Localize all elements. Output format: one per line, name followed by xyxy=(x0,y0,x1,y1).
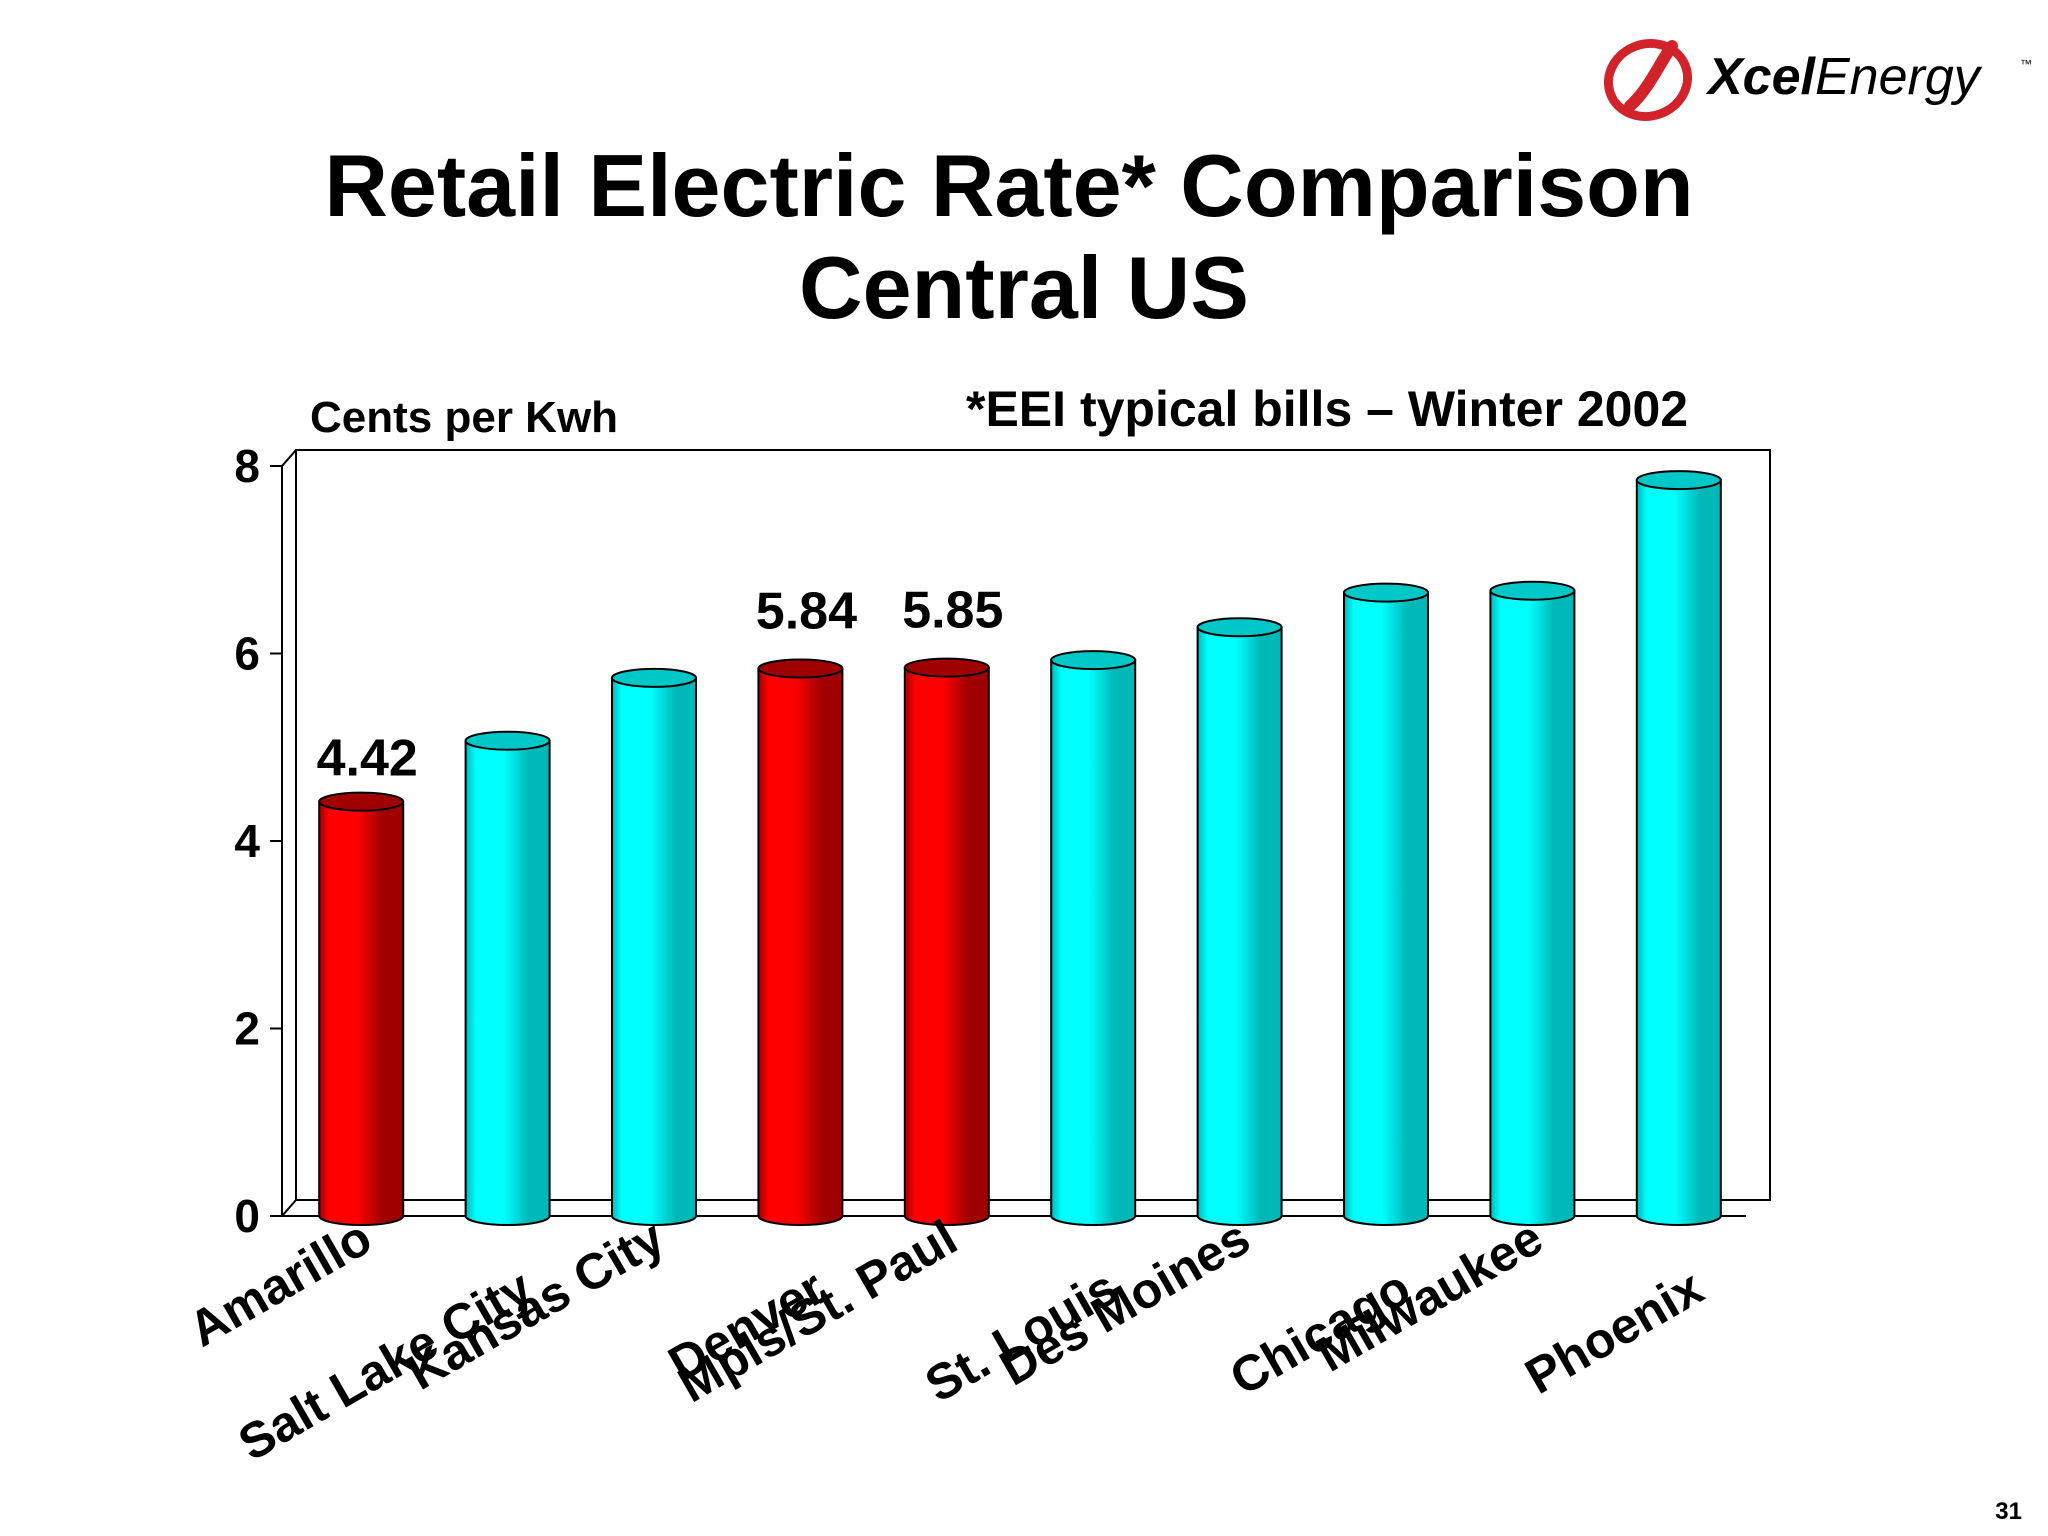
slide-number: 31 xyxy=(1995,1498,2022,1525)
bar-top-cap xyxy=(757,658,844,679)
data-label: 4.42 xyxy=(317,730,418,788)
bar-body xyxy=(611,676,697,1226)
bar-body xyxy=(1635,479,1722,1226)
x-tick-label: Phoenix xyxy=(1516,1259,1713,1405)
bar-top-cap xyxy=(903,657,990,678)
slide-title-line-1: Retail Electric Rate* Comparison xyxy=(324,136,1694,235)
bar-top-cap xyxy=(1489,580,1576,601)
wall-top-edge-line xyxy=(281,449,297,467)
bar-body xyxy=(1050,659,1137,1226)
bar-body xyxy=(1343,591,1429,1226)
svg-text:XcelEnergy: XcelEnergy xyxy=(1705,48,1983,106)
bar-body xyxy=(1489,589,1576,1226)
bar-body xyxy=(1196,626,1283,1226)
data-label: 5.84 xyxy=(756,583,857,641)
data-label: 5.85 xyxy=(902,582,1003,640)
bar-top-cap xyxy=(318,791,405,812)
svg-text:™: ™ xyxy=(2020,57,2032,71)
bar-top-cap xyxy=(1196,617,1283,638)
y-tick-label: 4 xyxy=(234,815,260,867)
xcel-energy-logo: XcelEnergy ™ xyxy=(1603,39,2032,121)
chart-footnote: *EEI typical bills – Winter 2002 xyxy=(966,381,1688,437)
floor-edge-line xyxy=(281,1199,297,1217)
y-tick-label: 0 xyxy=(234,1190,260,1242)
bar-top-cap xyxy=(1635,470,1722,491)
y-tick-label: 2 xyxy=(234,1003,260,1055)
bar-top-cap xyxy=(611,667,697,688)
y-axis-label: Cents per Kwh xyxy=(310,393,618,442)
y-tick-label: 8 xyxy=(234,440,260,492)
bar-body xyxy=(757,667,844,1226)
bar-top-cap xyxy=(464,730,551,751)
x-tick-label: Mpls/St. Paul xyxy=(669,1209,966,1413)
bar-top-cap xyxy=(1343,582,1429,603)
y-tick-label: 6 xyxy=(234,628,260,680)
logo-swoosh-icon xyxy=(1603,39,1693,121)
bar-body xyxy=(464,739,551,1226)
x-tick-label: Amarillo xyxy=(179,1209,380,1358)
bar-body xyxy=(318,800,405,1226)
slide-title-line-2: Central US xyxy=(799,238,1249,337)
bar-body xyxy=(903,666,990,1226)
bar-top-cap xyxy=(1050,650,1137,671)
